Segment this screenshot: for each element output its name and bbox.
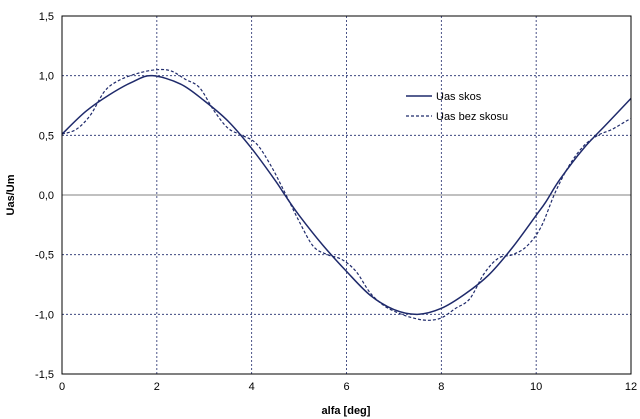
x-tick-label: 12 bbox=[625, 381, 637, 393]
series-layer bbox=[61, 68, 632, 321]
grid-lines bbox=[62, 16, 631, 374]
y-tick-label: -1,5 bbox=[35, 369, 54, 381]
x-tick-label: 8 bbox=[438, 381, 444, 393]
x-tick-label: 0 bbox=[59, 381, 65, 393]
x-tick-label: 2 bbox=[154, 381, 160, 393]
y-tick-label: -0,5 bbox=[35, 250, 54, 262]
x-axis-title: alfa [deg] bbox=[322, 405, 371, 417]
y-tick-labels: -1,5 -1,0 -0,5 0,0 0,5 1,0 1,5 bbox=[35, 11, 54, 381]
series-line-uas-skos bbox=[61, 74, 632, 316]
y-tick-label: 0,5 bbox=[39, 130, 54, 142]
x-tick-label: 6 bbox=[343, 381, 349, 393]
series-line-uas-bez-skosu bbox=[61, 68, 632, 321]
x-tick-labels: 0 2 4 6 8 10 12 bbox=[59, 381, 637, 393]
y-axis-title: Uas/Um bbox=[5, 174, 17, 215]
y-tick-label: 0,0 bbox=[39, 190, 54, 202]
plot-frame bbox=[61, 15, 632, 375]
legend-label-uas-bez-skosu: Uas bez skosu bbox=[436, 111, 508, 123]
y-tick-label: -1,0 bbox=[35, 309, 54, 321]
x-tick-label: 10 bbox=[530, 381, 542, 393]
y-tick-label: 1,0 bbox=[39, 71, 54, 83]
legend: Uas skos Uas bez skosu bbox=[406, 91, 508, 123]
x-tick-label: 4 bbox=[249, 381, 255, 393]
legend-label-uas-skos: Uas skos bbox=[436, 91, 482, 103]
y-tick-label: 1,5 bbox=[39, 11, 54, 23]
